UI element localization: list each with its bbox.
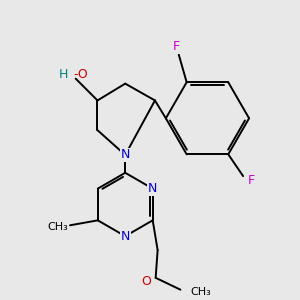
Text: CH₃: CH₃ bbox=[48, 222, 68, 232]
Text: CH₃: CH₃ bbox=[190, 287, 211, 297]
Text: H: H bbox=[58, 68, 68, 81]
Text: N: N bbox=[121, 230, 130, 243]
Text: N: N bbox=[148, 182, 158, 195]
Text: O: O bbox=[141, 275, 151, 288]
Text: N: N bbox=[121, 148, 130, 161]
Text: -O: -O bbox=[74, 68, 88, 81]
Text: F: F bbox=[173, 40, 180, 53]
Text: F: F bbox=[248, 174, 255, 187]
